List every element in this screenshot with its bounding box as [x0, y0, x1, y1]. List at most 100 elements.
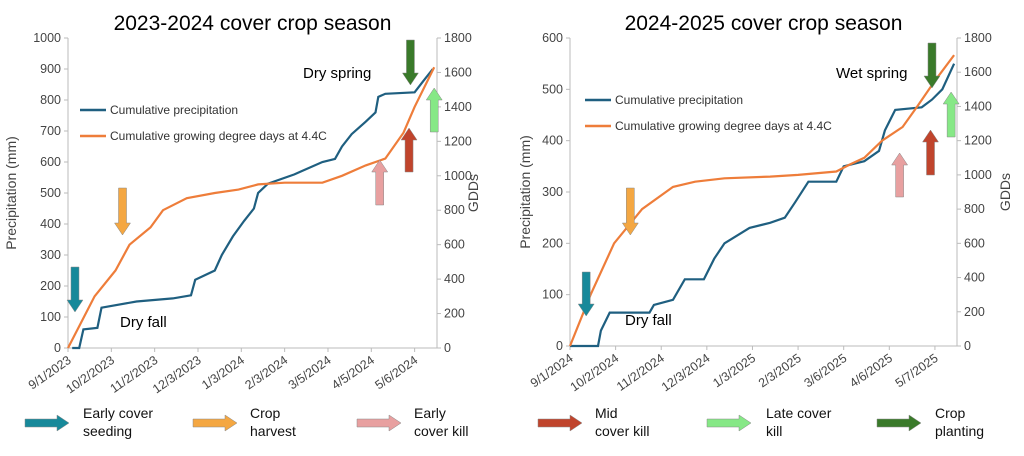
event-arrow	[66, 266, 84, 313]
x-tick-label: 4/5/2024	[329, 353, 377, 392]
event-arrow	[577, 271, 595, 317]
x-tick-label: 10/2/2024	[568, 351, 622, 394]
annotation: Wet spring	[836, 65, 907, 82]
x-tick-label: 10/2/2023	[63, 353, 117, 396]
x-tick-label: 3/6/2025	[802, 351, 850, 390]
x-tick-label: 12/3/2024	[659, 351, 713, 394]
x-tick-label: 5/7/2025	[893, 351, 941, 390]
y2-tick-label: 1400	[444, 100, 472, 114]
y2-tick-label: 1200	[964, 134, 992, 148]
x-tick-label: 2/3/2025	[756, 351, 804, 390]
event-arrow	[401, 39, 419, 86]
legend-line: cover kill	[595, 423, 649, 439]
y2-tick-label: 1000	[964, 168, 992, 182]
y2-tick-label: 800	[444, 203, 465, 217]
event-arrow	[114, 187, 131, 236]
y2-tick-label: 0	[444, 341, 451, 355]
event-arrow	[942, 91, 960, 138]
y2-tick-label: 1600	[444, 65, 472, 79]
legend-line: Late cover	[766, 405, 832, 421]
legend-arrow	[192, 414, 238, 432]
event-arrow	[891, 152, 909, 198]
y2-tick-label: 1800	[964, 31, 992, 45]
series-line	[67, 66, 436, 349]
y2-tick-label: 400	[964, 271, 985, 285]
y-tick-label: 500	[542, 82, 563, 96]
legend-arrow	[537, 414, 583, 432]
legend-line: Mid	[595, 405, 618, 421]
y-tick-label: 900	[40, 62, 61, 76]
x-tick-label: 3/5/2024	[286, 353, 334, 392]
y-tick-label: 300	[40, 248, 61, 262]
legend-line: Crop	[935, 405, 966, 421]
event-arrow	[371, 159, 389, 206]
legend-label: Crop planting	[935, 405, 984, 439]
y-tick-label: 100	[40, 310, 61, 324]
chart: 2024-2025 cover crop season 0 100 200 300 400…	[517, 12, 1013, 394]
x-tick-label: 12/3/2023	[150, 353, 204, 396]
y2-tick-label: 200	[444, 307, 465, 321]
legend-arrow	[24, 414, 70, 432]
y-axis-label: Precipitation (mm)	[3, 136, 19, 250]
y-tick-label: 700	[40, 124, 61, 138]
y2-tick-label: 1000	[444, 169, 472, 183]
y2-tick-label: 600	[964, 236, 985, 250]
series-line	[72, 68, 434, 350]
y-tick-label: 0	[54, 341, 61, 355]
y-tick-label: 300	[542, 185, 563, 199]
legend-label: Cumulative precipitation	[110, 103, 238, 117]
x-tick-label: 11/2/2024	[614, 351, 667, 394]
y-tick-label: 200	[40, 279, 61, 293]
x-tick-label: 1/3/2025	[710, 351, 758, 390]
legend-arrow	[356, 414, 402, 432]
legend-label: Cumulative growing degree days at 4.4C	[615, 119, 832, 133]
annotation: Dry spring	[303, 65, 371, 82]
legend-label: Early cover seeding	[83, 405, 153, 439]
legend-line: Early cover	[83, 405, 153, 421]
annotation: Dry fall	[120, 314, 167, 331]
legend-label: Cumulative precipitation	[615, 93, 743, 107]
y2-tick-label: 1400	[964, 99, 992, 113]
chart-title: 2023-2024 cover crop season	[114, 12, 392, 35]
y-tick-label: 1000	[33, 31, 61, 45]
event-arrow	[922, 129, 939, 176]
y-tick-label: 400	[40, 217, 61, 231]
y2-axis-label: GDDs	[465, 174, 481, 212]
y-tick-label: 800	[40, 93, 61, 107]
y-axis-label: Precipitation (mm)	[517, 135, 533, 249]
legend-label: Mid cover kill	[595, 405, 649, 439]
y2-axis-label: GDDs	[997, 173, 1013, 211]
y2-tick-label: 200	[964, 305, 985, 319]
x-tick-label: 2/3/2024	[242, 353, 290, 392]
event-arrow	[621, 187, 639, 236]
series-line	[570, 63, 956, 348]
legend-label: Late cover kill	[766, 405, 832, 439]
y2-tick-label: 800	[964, 202, 985, 216]
y2-tick-label: 400	[444, 272, 465, 286]
legend-label: Crop harvest	[250, 405, 296, 439]
legend-line: Early	[414, 405, 446, 421]
y2-tick-label: 1800	[444, 31, 472, 45]
y2-tick-label: 1200	[444, 134, 472, 148]
chart-title: 2024-2025 cover crop season	[625, 12, 903, 35]
annotation: Dry fall	[625, 312, 672, 329]
y-tick-label: 200	[542, 236, 563, 250]
legend-label: Early cover kill	[414, 405, 468, 439]
x-tick-label: 5/6/2024	[372, 353, 420, 392]
event-arrow	[400, 127, 418, 173]
legend-line: Crop	[250, 405, 281, 421]
y-tick-label: 600	[40, 155, 61, 169]
x-tick-label: 1/3/2024	[199, 353, 247, 392]
legend-line: kill	[766, 423, 782, 439]
legend-line: planting	[935, 423, 984, 439]
x-tick-label: 4/6/2025	[847, 351, 895, 390]
event-arrow	[425, 87, 443, 133]
y2-tick-label: 600	[444, 238, 465, 252]
legend-line: harvest	[250, 423, 296, 439]
y-tick-label: 500	[40, 186, 61, 200]
legend-arrow	[706, 414, 752, 432]
y2-tick-label: 1600	[964, 65, 992, 79]
legend-arrow	[876, 414, 922, 432]
y-tick-label: 100	[542, 288, 563, 302]
